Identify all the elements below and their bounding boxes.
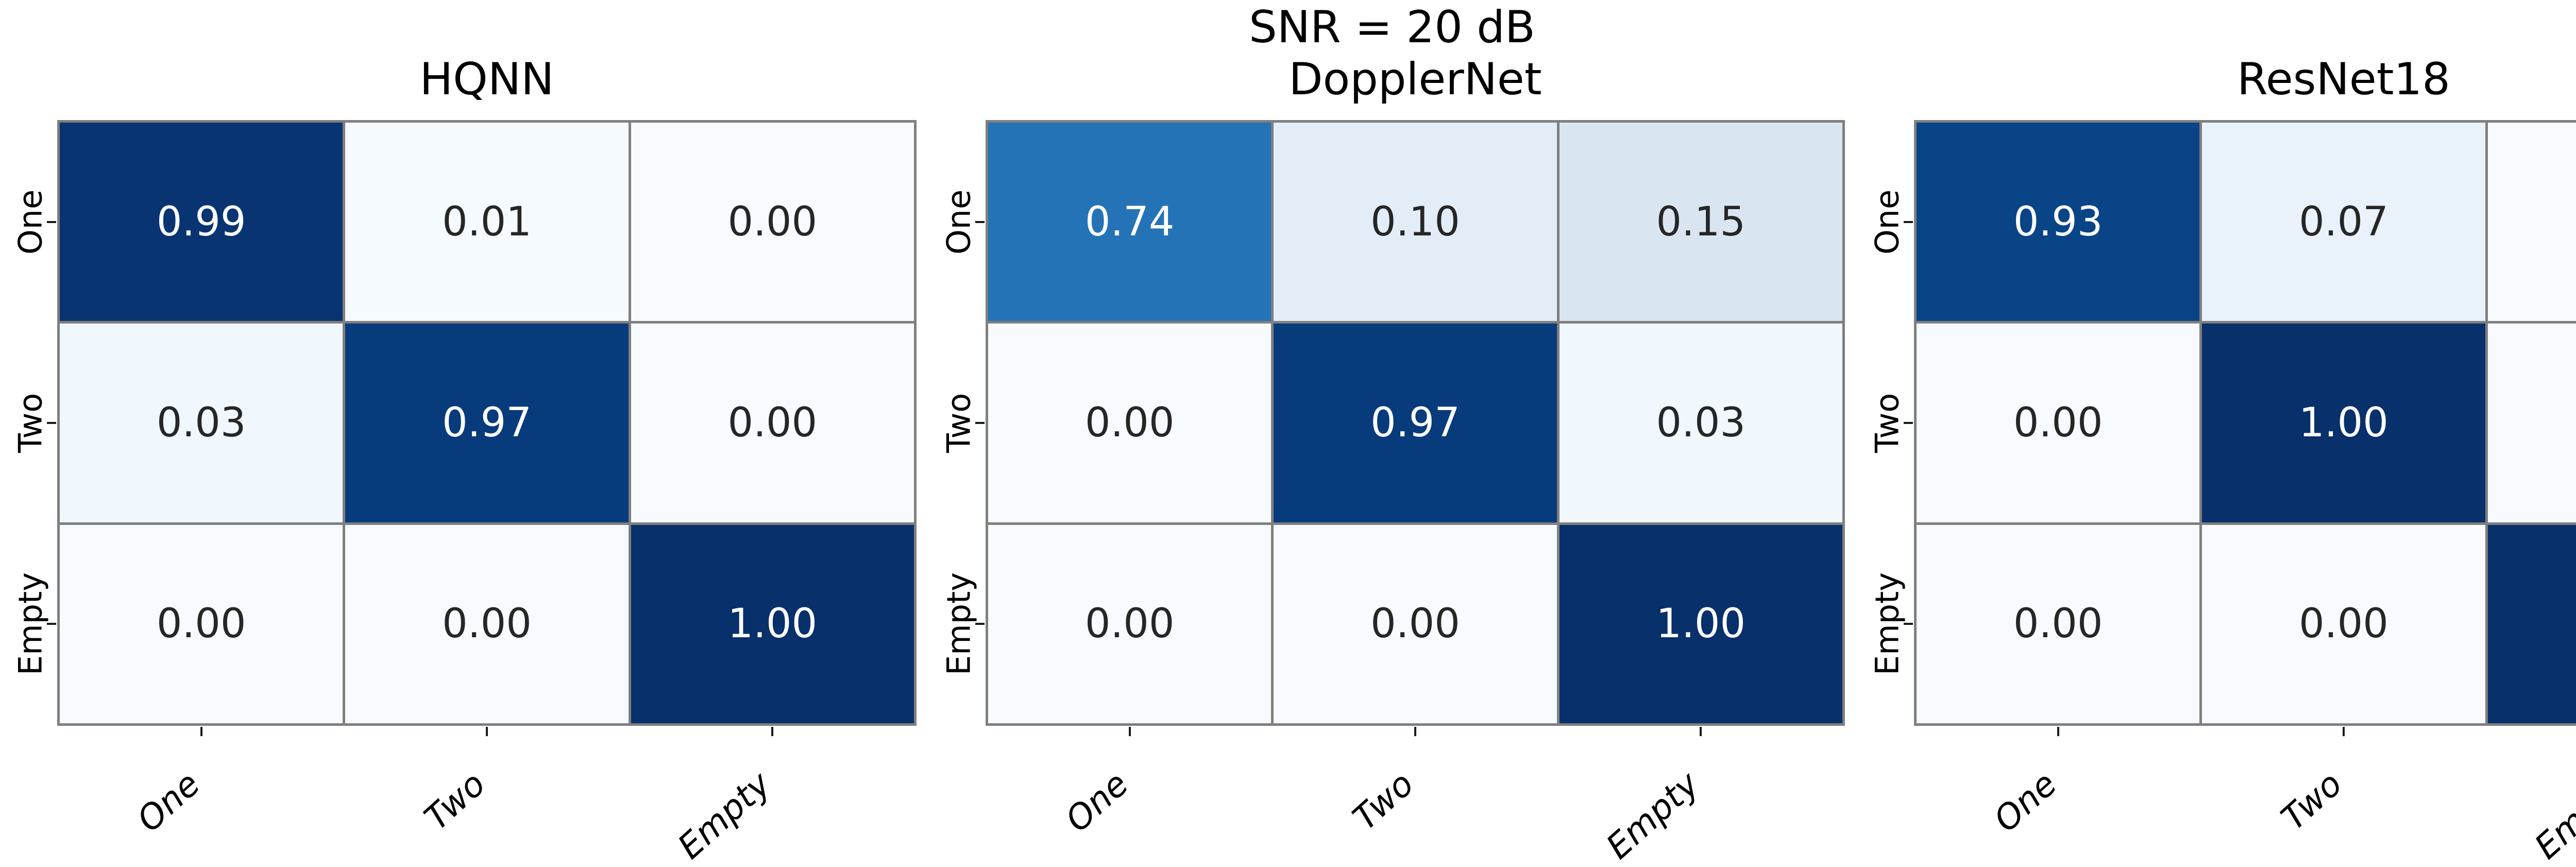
heatmap-grid: 0.93 0.07 0.00 0.00 1.00 0.00 0.00 0.00 …	[1914, 120, 2576, 726]
tick-mark	[975, 221, 985, 223]
tick-mark	[1904, 422, 1913, 424]
heatmap-cell: 0.00	[1917, 524, 2200, 723]
heatmap-cell: 0.00	[1274, 524, 1557, 723]
heatmap-cell: 0.00	[631, 123, 914, 321]
panel-title: HQNN	[419, 54, 554, 105]
y-tick-label: Two	[1868, 393, 1906, 453]
heatmap-cell: 0.00	[988, 524, 1272, 723]
y-tick-label: Empty	[11, 572, 49, 675]
x-tick-label: Empty	[1599, 763, 1707, 867]
y-tick-label: Two	[940, 393, 978, 453]
heatmap-cell: 1.00	[631, 524, 914, 723]
heatmap-cell: 0.03	[60, 324, 343, 522]
tick-mark	[1700, 727, 1702, 736]
heatmap-cell: 0.99	[60, 123, 343, 321]
panel-title: DopplerNet	[1289, 54, 1542, 105]
x-tick-label: One	[1986, 763, 2064, 840]
heatmap-cell: 1.00	[2202, 324, 2485, 522]
heatmap-grid: 0.74 0.10 0.15 0.00 0.97 0.03 0.00 0.00 …	[986, 120, 1845, 726]
heatmap-cell: 1.00	[2487, 524, 2576, 723]
tick-mark	[1904, 623, 1913, 625]
heatmap-cell: 0.74	[988, 123, 1272, 321]
heatmap-cell: 0.93	[1917, 123, 2200, 321]
heatmap-cell: 0.00	[2202, 524, 2485, 723]
heatmap-grid: 0.99 0.01 0.00 0.03 0.97 0.00 0.00 0.00 …	[57, 120, 917, 726]
tick-mark	[2057, 727, 2059, 736]
y-tick-label: Empty	[940, 572, 978, 675]
tick-mark	[47, 623, 56, 625]
tick-mark	[975, 623, 985, 625]
confusion-matrix-panel-dopplernet: DopplerNet 0.74 0.10 0.15 0.00 0.97 0.03…	[940, 57, 1845, 867]
figure-title: SNR = 20 dB	[1249, 2, 1535, 53]
heatmap-cell: 0.00	[631, 324, 914, 522]
y-tick-label: One	[11, 189, 49, 255]
heatmap-cell: 0.01	[345, 123, 629, 321]
heatmap-cell: 1.00	[1559, 524, 1842, 723]
tick-mark	[975, 422, 985, 424]
tick-mark	[47, 422, 56, 424]
tick-mark	[486, 727, 488, 736]
tick-mark	[1904, 221, 1913, 223]
heatmap-cell: 0.00	[60, 524, 343, 723]
tick-mark	[771, 727, 773, 736]
heatmap-cell: 0.97	[345, 324, 629, 522]
tick-mark	[1414, 727, 1416, 736]
tick-mark	[200, 727, 202, 736]
heatmap-cell: 0.07	[2202, 123, 2485, 321]
x-tick-label: Empty	[2527, 763, 2576, 867]
tick-mark	[1129, 727, 1131, 736]
heatmap-cell: 0.00	[2487, 123, 2576, 321]
confusion-matrix-panel-resnet18: ResNet18 0.93 0.07 0.00 0.00 1.00 0.00 0…	[1869, 57, 2576, 867]
x-tick-label: One	[1058, 763, 1136, 840]
y-tick-label: Two	[11, 393, 49, 453]
heatmap-cell: 0.00	[1917, 324, 2200, 522]
tick-mark	[2343, 727, 2345, 736]
heatmap-cell: 0.00	[988, 324, 1272, 522]
panel-title: ResNet18	[2236, 54, 2450, 105]
confusion-matrix-panel-hqnn: HQNN 0.99 0.01 0.00 0.03 0.97 0.00 0.00 …	[12, 57, 917, 867]
heatmap-cell: 0.15	[1559, 123, 1842, 321]
y-tick-label: Empty	[1868, 572, 1906, 675]
heatmap-cell: 0.00	[2487, 324, 2576, 522]
x-tick-label: Empty	[670, 763, 778, 867]
x-tick-label: Two	[1345, 763, 1421, 838]
y-tick-label: One	[940, 189, 978, 255]
x-tick-label: One	[129, 763, 208, 840]
heatmap-cell: 0.10	[1274, 123, 1557, 321]
x-tick-label: Two	[417, 763, 493, 838]
heatmap-cell: 0.00	[345, 524, 629, 723]
tick-mark	[47, 221, 56, 223]
x-tick-label: Two	[2274, 763, 2350, 838]
heatmap-cell: 0.03	[1559, 324, 1842, 522]
heatmap-cell: 0.97	[1274, 324, 1557, 522]
y-tick-label: One	[1868, 189, 1906, 255]
